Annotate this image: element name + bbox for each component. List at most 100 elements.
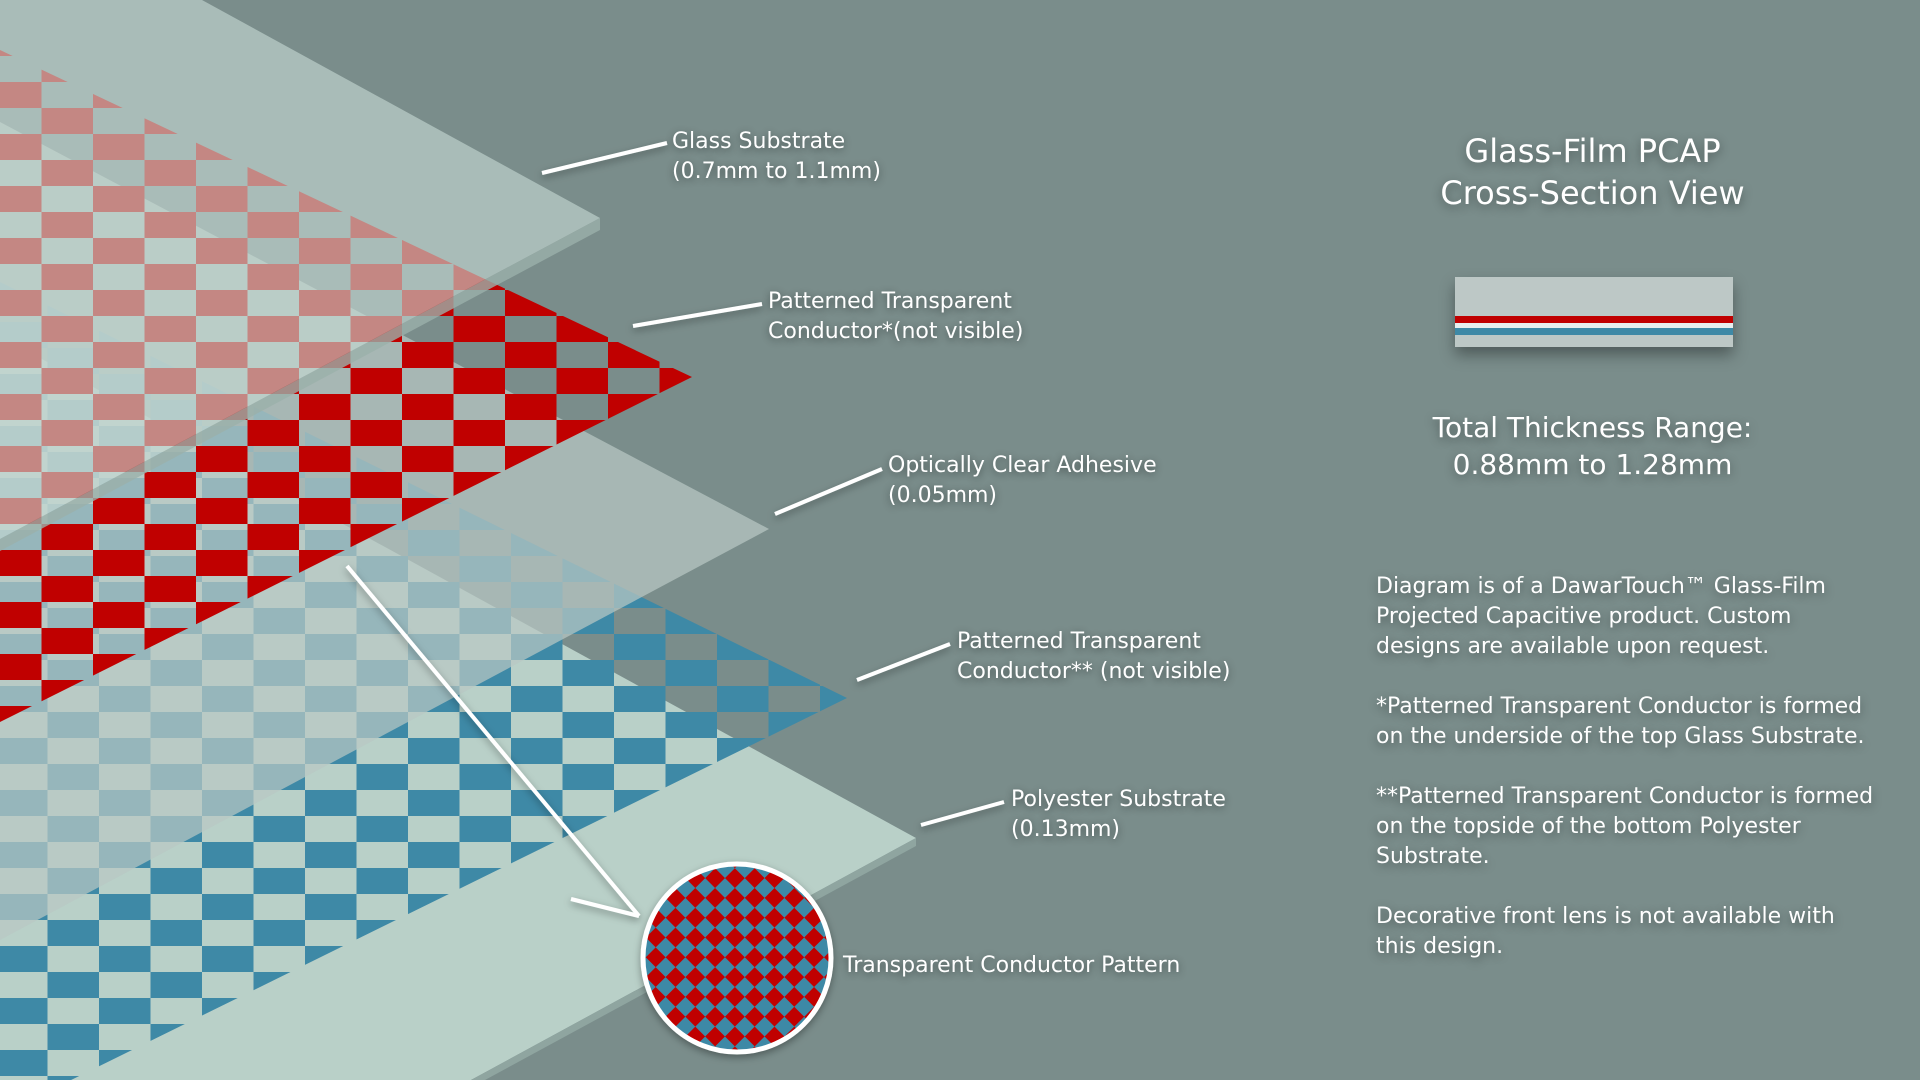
leader-polyester-substrate [920, 800, 1005, 827]
conductor-cell [356, 764, 408, 790]
conductor-cell [659, 420, 692, 446]
conductor-cell [305, 790, 357, 816]
conductor-cell [459, 816, 511, 842]
conductor-cell [47, 1024, 99, 1050]
conductor-cell [350, 420, 402, 446]
total-thickness: Total Thickness Range: 0.88mm to 1.28mm [1390, 409, 1795, 483]
conductor-cell [872, 608, 924, 634]
conductor-cell [614, 282, 666, 296]
conductor-cell [872, 868, 924, 894]
conductor-cell [820, 686, 847, 712]
conductor-cell [93, 602, 145, 628]
magnified-pattern-circle [640, 861, 834, 1055]
conductor-cell [768, 556, 820, 582]
conductor-cell [0, 654, 42, 680]
conductor-cell [247, 420, 299, 446]
thickness-value: 0.88mm to 1.28mm [1452, 448, 1733, 481]
conductor-cell [556, 368, 608, 394]
conductor-cell [0, 602, 42, 628]
conductor-cell [717, 374, 769, 400]
conductor-cell [253, 868, 305, 894]
conductor-cell [511, 738, 563, 764]
conductor-cell [202, 894, 254, 920]
title-line: Glass-Film PCAP [1464, 132, 1721, 170]
label-conductor-bottom: Patterned Transparent Conductor** (not v… [957, 627, 1230, 687]
conductor-cell [717, 426, 769, 452]
conductor-cell [608, 238, 660, 264]
conductor-cell [402, 82, 454, 108]
label-line: Glass Substrate [672, 129, 846, 154]
conductor-cell [402, 342, 454, 368]
conductor-cell [505, 342, 557, 368]
leader-pattern-zoom-short [570, 897, 640, 918]
conductor-cell [562, 712, 614, 738]
conductor-cell [659, 264, 692, 290]
conductor-cell [99, 946, 151, 972]
conductor-cell [717, 322, 769, 348]
conductor-cell [453, 108, 505, 134]
conductor-cell [505, 394, 557, 420]
cross-section-red-layer [1455, 316, 1733, 323]
conductor-cell [93, 498, 145, 524]
conductor-cell [820, 1050, 847, 1076]
label-line: (0.05mm) [888, 483, 998, 508]
conductor-cell [608, 50, 660, 56]
conductor-cell [872, 712, 924, 738]
conductor-cell [511, 686, 563, 712]
conductor-cell [665, 400, 717, 426]
conductor-cell [41, 576, 93, 602]
conductor-cell [608, 82, 660, 108]
conductor-cell [820, 582, 847, 608]
conductor-cell [820, 426, 847, 452]
conductor-cell [150, 972, 202, 998]
conductor-cell [402, 394, 454, 420]
conductor-cell [202, 842, 254, 868]
conductor-cell [556, 264, 608, 290]
conductor-cell [711, 238, 763, 264]
conductor-cell [505, 290, 557, 316]
conductor-cell [717, 282, 769, 296]
conductor-cell [0, 946, 48, 972]
conductor-cell [408, 790, 460, 816]
conductor-cell [614, 686, 666, 712]
conductor-cell [820, 738, 847, 764]
conductor-cell [47, 972, 99, 998]
conductor-cell [872, 1076, 924, 1080]
leader-adhesive [774, 467, 883, 516]
conductor-cell [562, 1076, 614, 1080]
conductor-cell [356, 868, 408, 894]
conductor-cell [350, 56, 402, 82]
conductor-cell [820, 998, 847, 1024]
conductor-cell [299, 498, 351, 524]
conductor-cell [717, 478, 769, 504]
conductor-cell [614, 426, 666, 452]
conductor-cell [99, 894, 151, 920]
label-line: Patterned Transparent [768, 289, 1012, 314]
conductor-cell [196, 446, 248, 472]
conductor-cell [768, 712, 820, 738]
conductor-cell [556, 108, 608, 134]
glass-substrate-edge [0, 218, 600, 551]
note-front-lens: Decorative front lens is not available w… [1376, 904, 1835, 959]
conductor-cell [768, 348, 820, 374]
conductor-cell [711, 394, 763, 420]
label-line: (0.7mm to 1.1mm) [672, 159, 881, 184]
conductor-cell [299, 446, 351, 472]
conductor-cell [253, 920, 305, 946]
conductor-cell [47, 1076, 99, 1080]
conductor-cell [453, 368, 505, 394]
conductor-cell [872, 556, 924, 582]
notes: Diagram is of a DawarTouch™ Glass-Film P… [1376, 572, 1876, 992]
conductor-cell [614, 1050, 666, 1076]
label-pattern: Transparent Conductor Pattern [843, 953, 1181, 978]
label-line: (0.13mm) [1011, 817, 1121, 842]
conductor-cell [768, 400, 820, 426]
conductor-cell [608, 342, 660, 368]
conductor-cell [47, 920, 99, 946]
cross-section-graphic [1455, 277, 1733, 347]
conductor-cell [711, 186, 763, 212]
conductor-cell [872, 920, 924, 946]
conductor-cell [768, 660, 820, 686]
thickness-label: Total Thickness Range: [1432, 411, 1753, 444]
label-adhesive: Optically Clear Adhesive (0.05mm) [888, 451, 1157, 511]
